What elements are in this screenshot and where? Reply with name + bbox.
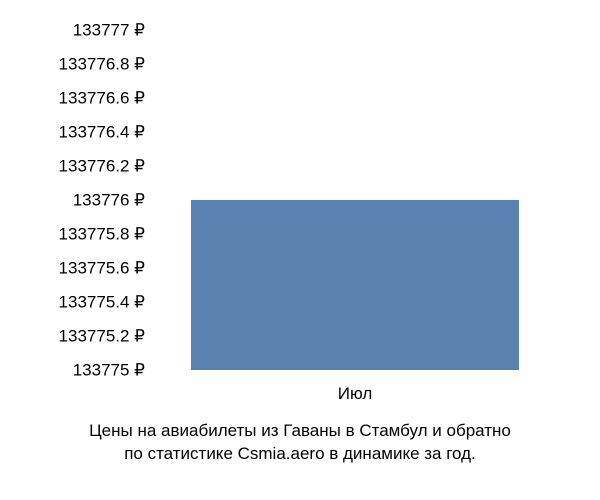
y-tick-label: 133776.6 ₽ — [0, 90, 145, 107]
plot-area — [155, 30, 555, 370]
y-tick-label: 133775.8 ₽ — [0, 226, 145, 243]
chart-caption: Цены на авиабилеты из Гаваны в Стамбул и… — [0, 420, 600, 466]
y-tick-label: 133775.6 ₽ — [0, 260, 145, 277]
x-tick-label: Июл — [338, 384, 373, 404]
y-tick-label: 133775.2 ₽ — [0, 328, 145, 345]
caption-line-2: по статистике Csmia.aero в динамике за г… — [124, 444, 476, 463]
y-tick-label: 133776.2 ₽ — [0, 158, 145, 175]
price-chart: 133775 ₽ 133775.2 ₽ 133775.4 ₽ 133775.6 ₽ 13… — [0, 0, 600, 500]
y-tick-label: 133776 ₽ — [0, 192, 145, 209]
y-tick-label: 133776.4 ₽ — [0, 124, 145, 141]
y-tick-label: 133777 ₽ — [0, 22, 145, 39]
y-tick-label: 133775 ₽ — [0, 362, 145, 379]
y-tick-label: 133776.8 ₽ — [0, 56, 145, 73]
caption-line-1: Цены на авиабилеты из Гаваны в Стамбул и… — [89, 421, 511, 440]
y-tick-label: 133775.4 ₽ — [0, 294, 145, 311]
y-axis: 133775 ₽133775.2 ₽133775.4 ₽133775.6 ₽13… — [0, 30, 150, 370]
bar — [191, 200, 519, 370]
